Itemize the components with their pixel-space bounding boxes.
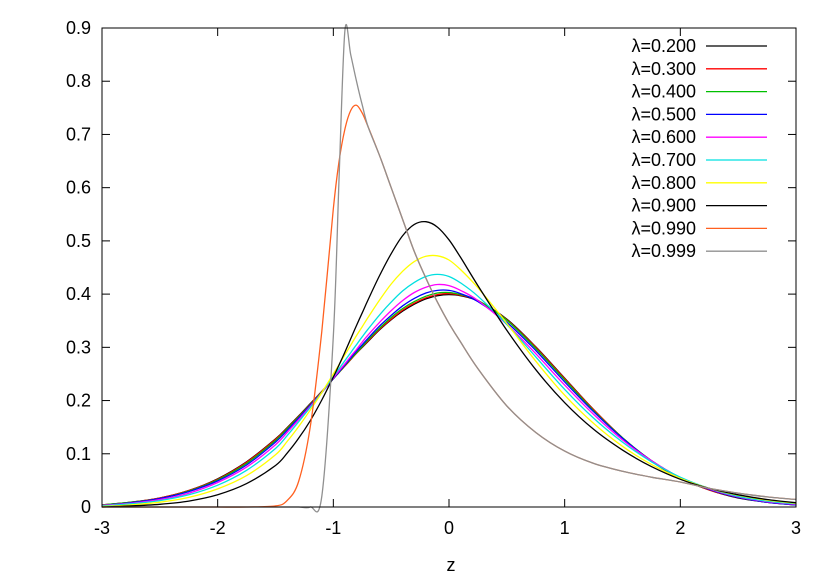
series-line-1 [101,292,797,506]
legend-label: λ=0.900 [631,196,696,216]
series-line-5 [101,273,797,507]
series-line-3 [101,289,797,507]
y-tick-label: 0.8 [66,71,91,91]
x-tick-label: 3 [791,518,801,538]
y-tick-label: 0.4 [66,284,91,304]
x-axis-ticks: -3 -2 -1 0 1 2 3 [94,28,801,538]
legend-label: λ=0.500 [631,104,696,124]
y-tick-label: 0.1 [66,444,91,464]
series-line-4 [101,283,797,507]
legend-label: λ=0.300 [631,59,696,79]
x-tick-label: 1 [560,518,570,538]
x-tick-label: -3 [94,518,110,538]
y-tick-label: 0.9 [66,18,91,38]
x-tick-label: 0 [444,518,454,538]
y-tick-label: 0.2 [66,391,91,411]
series-curves [101,23,797,513]
series-line-7 [101,220,797,508]
y-tick-label: 0 [81,497,91,517]
legend-label: λ=0.700 [631,150,696,170]
y-tick-label: 0.7 [66,124,91,144]
legend-label: λ=0.400 [631,82,696,102]
x-tick-label: -2 [210,518,226,538]
y-axis-ticks: 0 0.1 0.2 0.3 0.4 0.5 0.6 0.7 0.8 0.9 [66,18,796,517]
x-tick-label: 2 [675,518,685,538]
legend-label: λ=0.999 [631,241,696,261]
x-tick-label: -1 [325,518,341,538]
legend-label: λ=0.990 [631,218,696,238]
x-axis-label: z [447,555,456,575]
y-tick-label: 0.6 [66,178,91,198]
y-tick-label: 0.5 [66,231,91,251]
legend-label: λ=0.200 [631,36,696,56]
y-tick-label: 0.3 [66,337,91,357]
legend-label: λ=0.600 [631,127,696,147]
legend-label: λ=0.800 [631,173,696,193]
series-line-0 [101,293,797,506]
series-line-6 [101,254,797,508]
